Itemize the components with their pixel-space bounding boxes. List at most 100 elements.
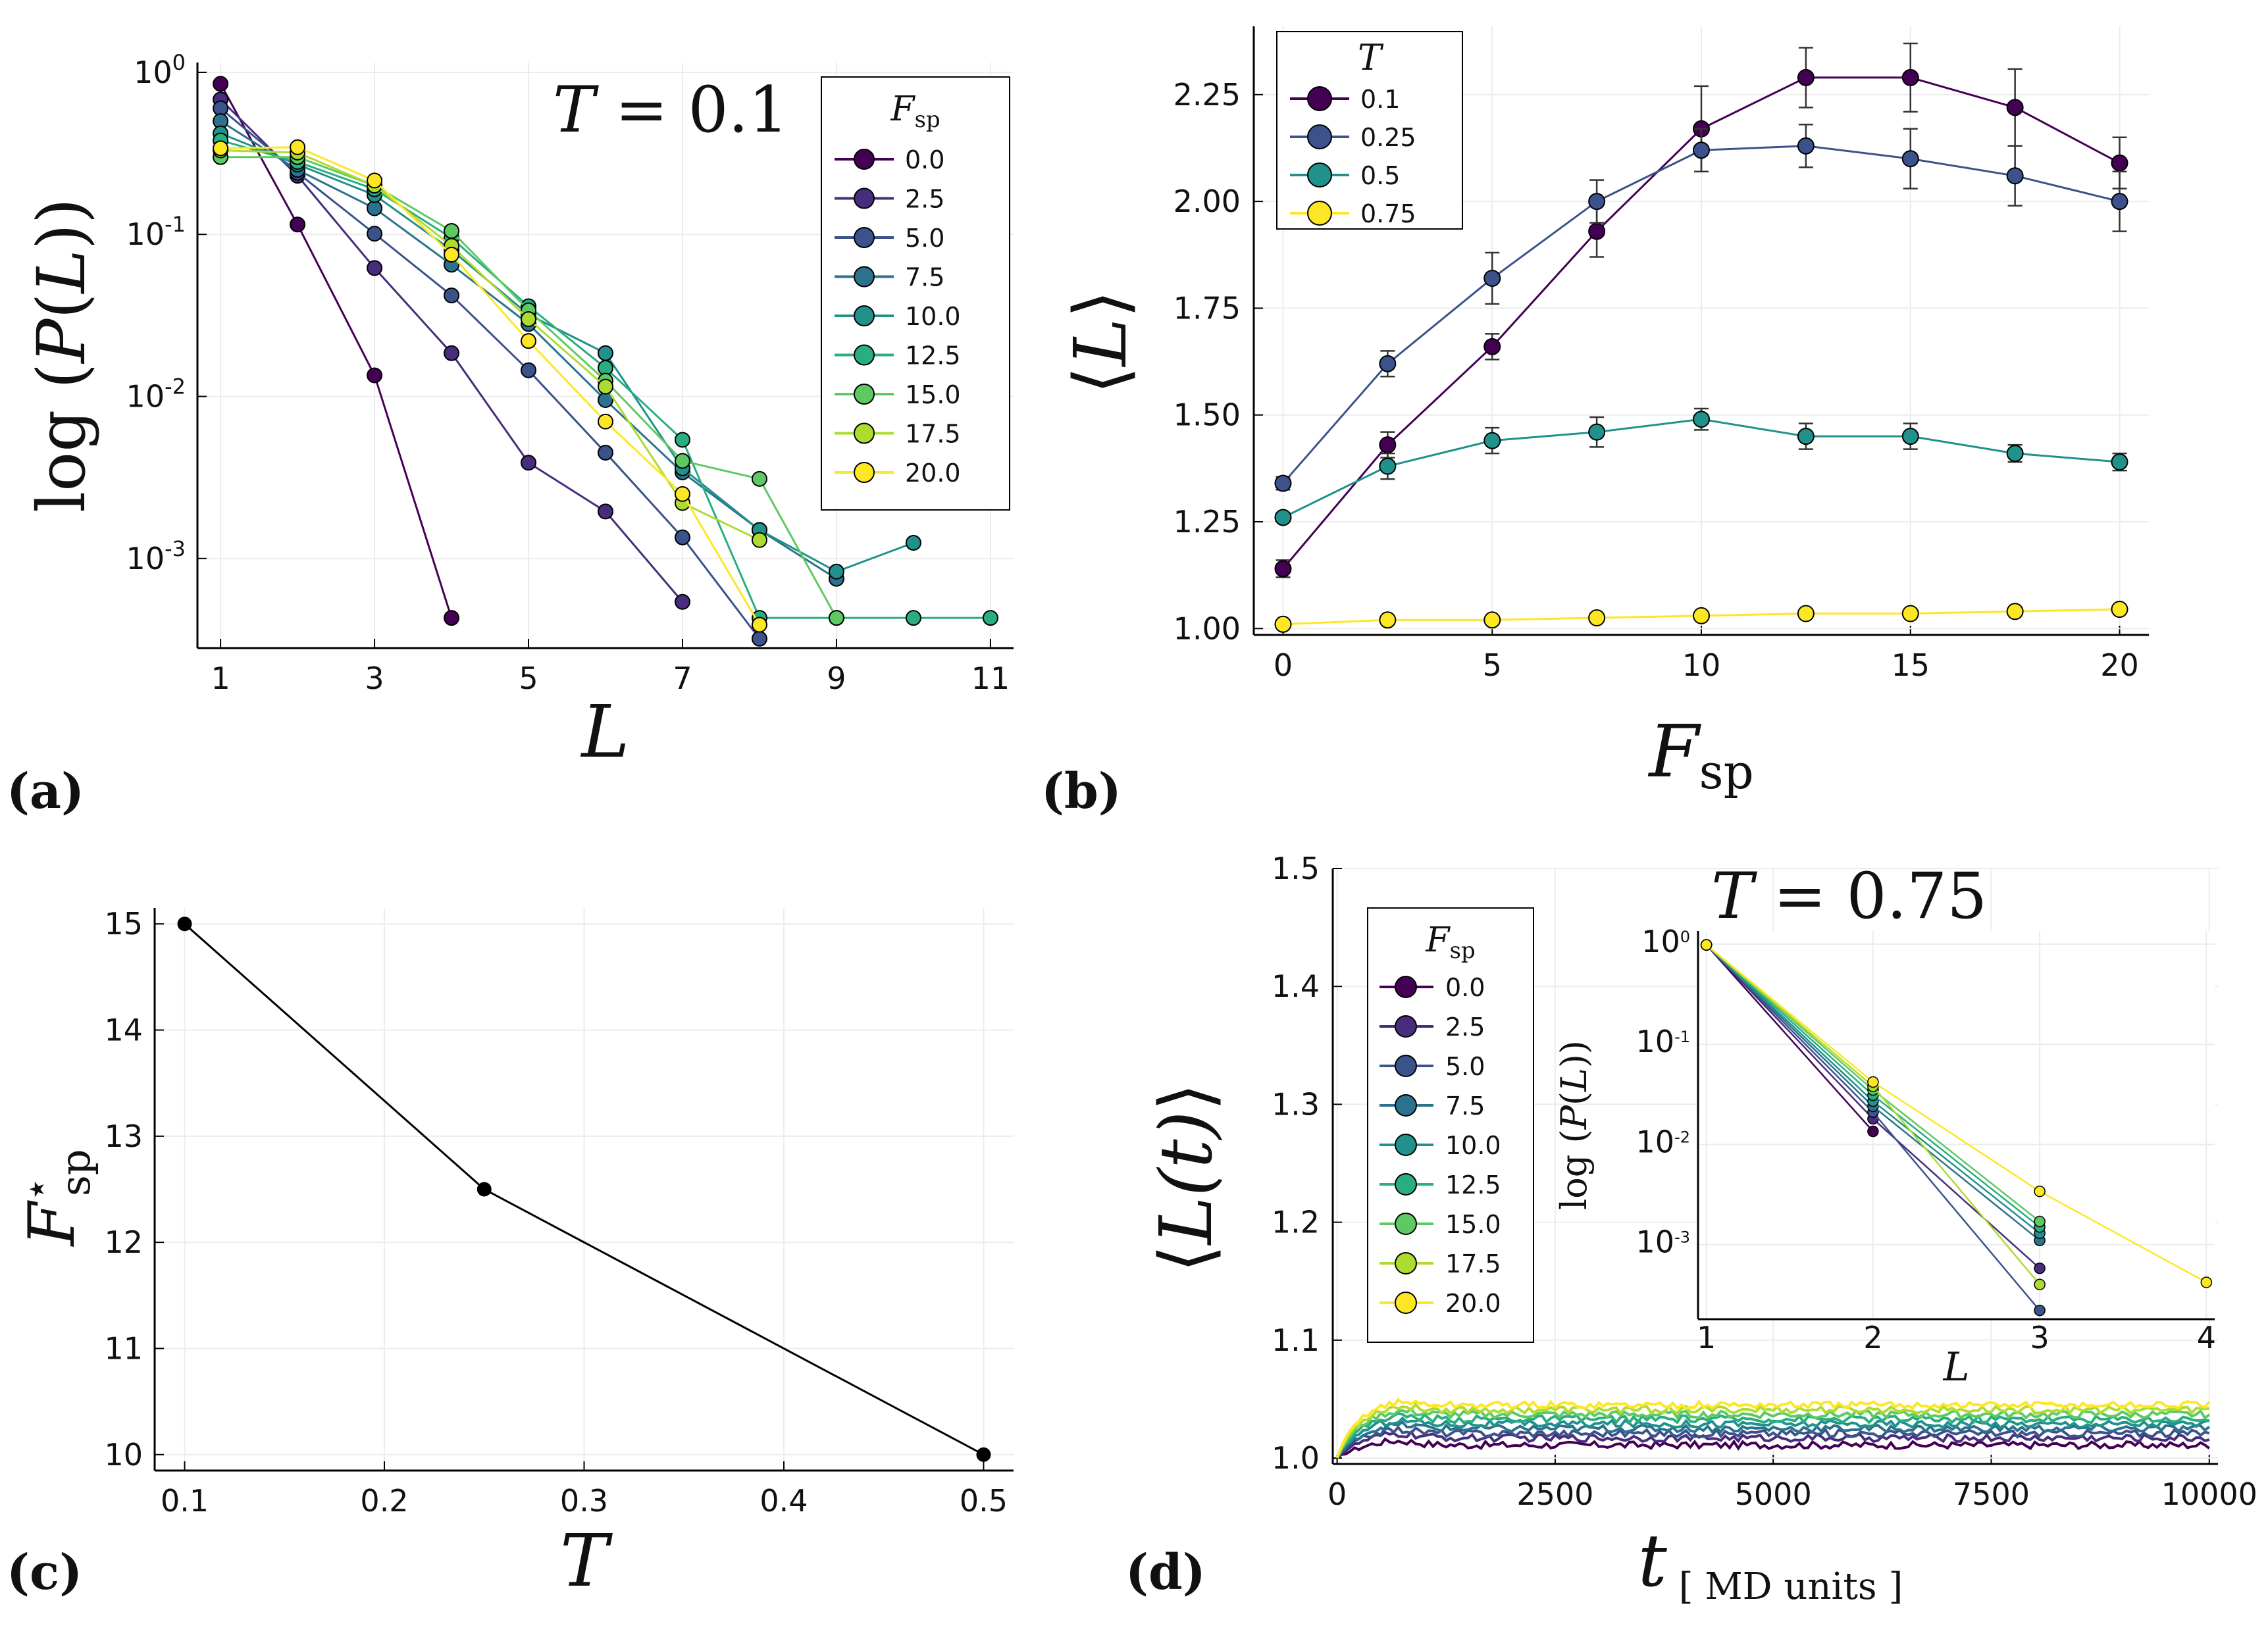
series-line-20.0 (220, 146, 761, 626)
series-line-0.0 (219, 83, 453, 618)
inset-series-line-20.0 (1705, 944, 2207, 1284)
x-tick-label: 2500 (1516, 1476, 1593, 1512)
x-tick-label: 15 (1891, 647, 1930, 683)
data-point (598, 345, 613, 361)
data-point (674, 453, 690, 469)
x-tick-label: 5 (1483, 647, 1502, 683)
y-tick-base: 10 (1636, 1124, 1675, 1159)
x-label-main: F (1647, 709, 1701, 793)
y-label-bracket: ⟨ (1058, 366, 1143, 395)
data-point (367, 367, 383, 384)
y-tick-base: 10 (134, 55, 172, 90)
legend: Fsp 0.0 2.5 5.0 7.5 10.0 12.5 15.0 17.5 20.0 (1367, 907, 1534, 1343)
legend-marker (1395, 1173, 1417, 1196)
legend-label: 12.5 (905, 341, 961, 370)
data-point (905, 610, 921, 626)
y-tick-exponent: -2 (165, 374, 186, 399)
y-tick-label: 100 (134, 50, 186, 90)
y-label-symbol: P (1553, 1104, 1595, 1130)
x-tick-label: 0 (1274, 647, 1293, 683)
data-point (2006, 167, 2024, 185)
data-point (1901, 68, 1919, 86)
data-point (1588, 609, 1606, 627)
legend-title-main: F (1425, 920, 1451, 960)
y-tick-exponent: -2 (1674, 1128, 1690, 1146)
legend-box (821, 76, 1010, 511)
data-point (2006, 445, 2024, 463)
data-point (751, 630, 767, 647)
data-point (828, 563, 844, 580)
x-tick-label: 11 (971, 661, 1010, 696)
y-tick-label: 1.00 (1173, 611, 1241, 646)
data-point (444, 288, 460, 304)
data-point (1797, 137, 1815, 155)
data-point (1693, 607, 1710, 624)
legend-label: 0.75 (1360, 199, 1416, 228)
legend-label: 15.0 (1445, 1210, 1501, 1239)
x-axis-label: t [ MD units ] (1638, 1519, 1903, 1608)
y-tick-label: 1.0 (1272, 1440, 1320, 1476)
data-point (177, 917, 192, 932)
data-point (598, 413, 613, 430)
legend-title-main: F (890, 89, 915, 129)
y-label-variable: L(t) (1144, 1111, 1228, 1246)
data-point (1483, 432, 1501, 449)
data-point (521, 311, 537, 328)
data-point (1483, 338, 1501, 355)
x-tick-label: 9 (827, 661, 846, 696)
y-label-bracket: ⟩ (1144, 1083, 1228, 1111)
y-tick-exponent: 0 (172, 50, 186, 75)
annotation-variable: T (553, 73, 599, 147)
y-tick-label: 14 (104, 1013, 143, 1048)
data-point (751, 617, 767, 633)
legend-marker (1395, 1134, 1417, 1156)
y-axis-label: F⋆sp (12, 1149, 99, 1247)
x-label-sub: [ MD units ] (1667, 1565, 1903, 1608)
legend-title: Fsp (1425, 920, 1475, 964)
y-tick-label: 2.25 (1173, 77, 1241, 113)
legend-label: 12.5 (1445, 1171, 1501, 1199)
y-label-symbol: P (23, 318, 100, 365)
data-point (982, 610, 998, 626)
y-tick-label: 1.5 (1272, 851, 1320, 886)
series-line-5.0 (220, 107, 761, 640)
data-point (1797, 68, 1815, 86)
inset-y-tick-label: 10-1 (1636, 1024, 1690, 1059)
data-point (598, 503, 613, 520)
x-tick-label: 10000 (2161, 1476, 2257, 1512)
panel-label: (d) (1125, 1544, 1206, 1601)
x-tick-label: 1 (211, 661, 230, 696)
annotation-temperature: T = 0.75 (1711, 859, 1987, 933)
annotation-value: 0.75 (1847, 859, 1988, 933)
y-label-paren: ( (1553, 1129, 1595, 1154)
legend-marker (1395, 1015, 1417, 1038)
x-tick-label: 0.5 (960, 1483, 1008, 1519)
legend-label: 7.5 (905, 263, 944, 292)
y-axis-label: log (P(L)) (23, 198, 100, 513)
inset-y-tick-label: 10-2 (1636, 1124, 1690, 1159)
y-tick-exponent: -1 (165, 212, 186, 237)
y-tick-label: 10-2 (126, 374, 186, 415)
data-point (751, 470, 767, 487)
data-point (2111, 453, 2128, 471)
data-point (598, 444, 613, 461)
legend: T 0.1 0.25 0.5 0.75 (1276, 31, 1463, 230)
x-tick-label: 10 (1682, 647, 1721, 683)
data-point (1483, 611, 1501, 629)
legend-label: 17.5 (1445, 1249, 1501, 1278)
y-tick-label: 12 (104, 1224, 143, 1260)
y-tick-label: 1.4 (1272, 969, 1320, 1004)
legend-marker (1307, 124, 1332, 149)
series-line-12.5 (1335, 1412, 2210, 1459)
annotation-temperature: T = 0.1 (553, 73, 788, 147)
y-label-function: log (23, 410, 100, 513)
inset-y-tick-label: 10-3 (1636, 1224, 1690, 1260)
x-tick-label: 7500 (1953, 1476, 2030, 1512)
data-point (2111, 154, 2128, 172)
y-tick-exponent: -3 (1674, 1228, 1690, 1247)
data-point (2111, 193, 2128, 211)
data-point (444, 610, 460, 626)
data-point (444, 247, 460, 263)
legend-label: 0.0 (905, 145, 944, 174)
data-point (367, 226, 383, 242)
